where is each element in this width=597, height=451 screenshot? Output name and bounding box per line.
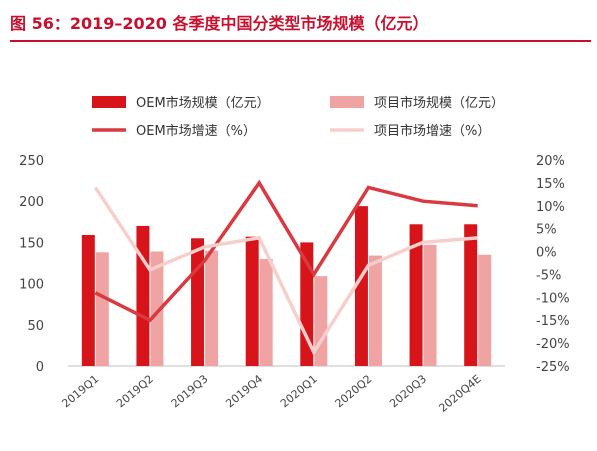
line-project-growth [93, 186, 478, 356]
bar-project [478, 254, 492, 366]
x-tick-label: 2020Q3 [387, 372, 429, 410]
x-tick-label: 2019Q4 [223, 372, 265, 410]
y-left-tick-label: 100 [19, 278, 44, 293]
title-divider [10, 40, 591, 42]
legend-label: 项目市场增速（%） [374, 123, 490, 139]
bar-project [205, 250, 219, 366]
bars [81, 206, 492, 366]
bar-oem [81, 234, 95, 366]
x-tick-label: 2019Q3 [169, 372, 211, 410]
bar-oem [191, 238, 205, 366]
y-right-tick-label: 5% [536, 223, 557, 238]
y-right-tick-label: 10% [536, 200, 565, 215]
y-right-tick-label: 20% [536, 154, 565, 169]
x-tick-label: 2019Q1 [59, 372, 101, 410]
y-right-tick-label: 15% [536, 177, 565, 192]
y-right-tick-label: -15% [536, 314, 570, 329]
y-left-tick-label: 50 [27, 319, 44, 334]
bar-project [368, 255, 382, 366]
y-left-tick-label: 250 [19, 154, 44, 169]
y-right-tick-label: -20% [536, 337, 570, 352]
legend-label: OEM市场规模（亿元） [136, 95, 270, 111]
bar-oem [136, 225, 150, 366]
y-left-tick-label: 200 [19, 195, 44, 210]
y-right-tick-label: -5% [536, 268, 561, 283]
x-tick-label: 2020Q4E [436, 372, 483, 415]
y-left-tick-label: 150 [19, 236, 44, 251]
lines [93, 179, 478, 356]
chart-title: 图 56：2019–2020 各季度中国分类型市场规模（亿元） [10, 14, 429, 33]
legend-label: 项目市场规模（亿元） [374, 95, 504, 111]
y-right-tick-label: -10% [536, 291, 570, 306]
line-oem-growth [94, 179, 478, 323]
legend: OEM市场规模（亿元） 项目市场规模（亿元） OEM市场增速（%） 项目市场增速（%） [92, 95, 504, 139]
bar-oem [464, 224, 478, 366]
legend-swatch [92, 96, 126, 108]
bar-oem [354, 206, 368, 366]
y-left-tick-label: 0 [36, 360, 44, 375]
x-tick-label: 2020Q1 [278, 372, 320, 410]
bar-oem [245, 236, 259, 366]
legend-swatch [330, 96, 364, 108]
legend-label: OEM市场增速（%） [136, 123, 256, 139]
y-right-tick-label: 0% [536, 246, 557, 261]
y-right-tick-label: -25% [536, 360, 570, 375]
bar-project [95, 252, 109, 366]
x-tick-label: 2020Q2 [333, 372, 375, 410]
bar-oem [300, 242, 314, 366]
bar-project [423, 244, 437, 366]
x-tick-label: 2019Q2 [114, 372, 156, 410]
bar-project [259, 258, 273, 366]
bar-project [150, 251, 164, 366]
bar-project [314, 276, 328, 366]
bar-oem [409, 224, 423, 366]
